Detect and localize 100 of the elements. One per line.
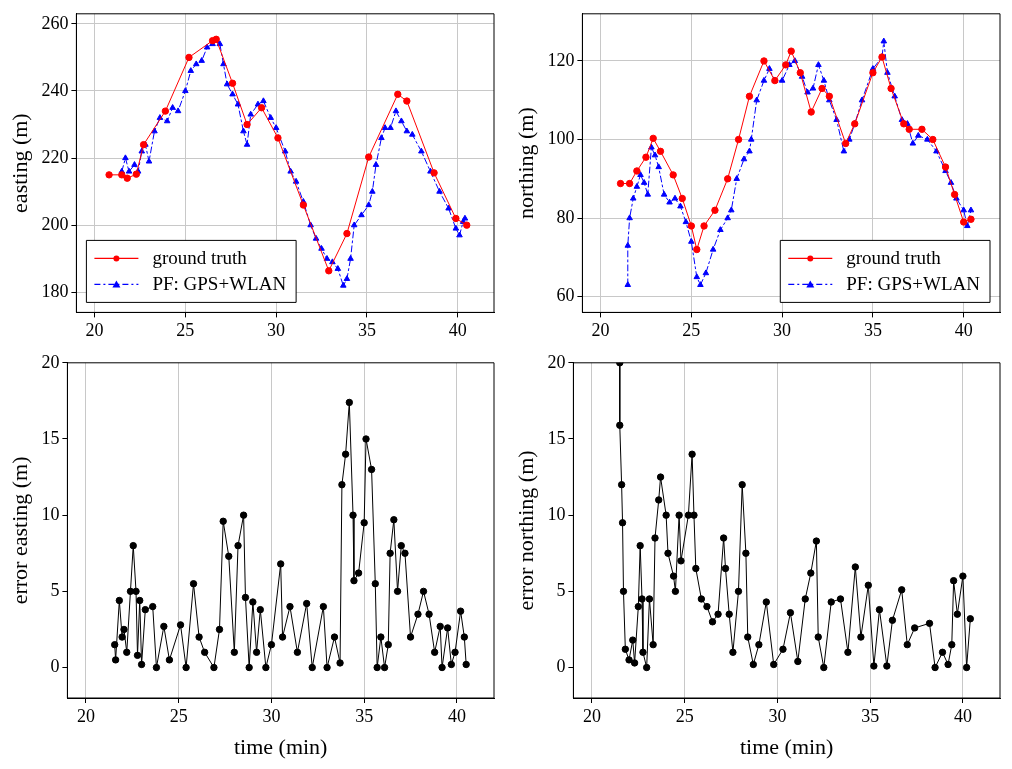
- x-tick-label: 30: [768, 705, 787, 726]
- point: [430, 169, 438, 177]
- point: [711, 206, 719, 214]
- x-tick-label: 40: [447, 705, 466, 726]
- y-tick-label: 5: [556, 580, 566, 601]
- x-tick-label: 40: [954, 319, 973, 340]
- x-tick-label: 20: [76, 705, 95, 726]
- point: [782, 61, 790, 69]
- point: [274, 134, 282, 142]
- y-tick-label: 0: [50, 656, 60, 677]
- x-tick-label: 25: [169, 705, 188, 726]
- point: [649, 134, 657, 143]
- point: [325, 267, 333, 275]
- point: [869, 69, 877, 77]
- point: [687, 222, 696, 230]
- point: [185, 53, 193, 62]
- y-tick-label: 15: [547, 427, 566, 448]
- point: [959, 218, 968, 226]
- x-tick-label: 40: [953, 705, 972, 726]
- x-tick-label: 20: [591, 319, 610, 340]
- y-tick-label: 20: [547, 351, 566, 372]
- point: [161, 107, 170, 115]
- y-tick-label: 240: [41, 79, 69, 100]
- point: [669, 171, 677, 179]
- point: [394, 90, 402, 99]
- point: [734, 135, 743, 144]
- point: [463, 221, 471, 229]
- point: [950, 190, 959, 199]
- point: [807, 108, 815, 116]
- y-tick-label: 220: [41, 146, 69, 167]
- x-tick-label: 35: [357, 319, 376, 340]
- point: [616, 179, 625, 188]
- point: [825, 92, 834, 101]
- y-tick-label: 5: [50, 580, 60, 601]
- y-tick-label: 100: [547, 128, 575, 149]
- y-axis-title: error easting (m): [6, 456, 32, 605]
- x-tick-label: 40: [448, 319, 467, 340]
- point: [365, 153, 373, 161]
- point: [905, 125, 913, 134]
- y-axis-title: easting (m): [6, 113, 32, 213]
- point: [941, 163, 950, 171]
- x-tick-label: 25: [675, 705, 694, 726]
- x-tick-label: 35: [355, 705, 374, 726]
- y-tick-label: 180: [41, 281, 69, 301]
- point: [678, 194, 686, 203]
- point: [918, 125, 926, 134]
- point: [299, 201, 308, 209]
- y-tick-label: 80: [556, 206, 575, 227]
- y-tick-label: 10: [41, 503, 60, 524]
- x-tick-label: 20: [582, 705, 601, 726]
- point: [760, 57, 768, 65]
- point: [929, 135, 937, 144]
- y-tick-label: 10: [547, 503, 566, 524]
- point: [633, 167, 641, 175]
- x-tick-label: 35: [861, 705, 880, 726]
- point: [642, 153, 650, 161]
- point: [656, 147, 665, 156]
- point: [900, 120, 908, 128]
- y-tick-label: 0: [556, 656, 566, 677]
- y-tick-label: 200: [41, 213, 69, 234]
- point: [967, 215, 975, 223]
- point: [700, 222, 708, 230]
- x-tick-label: 20: [85, 319, 104, 340]
- y-tick-label: 15: [41, 427, 60, 448]
- point: [243, 120, 251, 129]
- y-axis-title: error northing (m): [512, 450, 538, 611]
- x-axis-title: time (min): [739, 733, 834, 759]
- point: [257, 104, 266, 112]
- point: [818, 84, 826, 93]
- y-tick-label: 260: [41, 12, 69, 33]
- x-tick-label: 25: [682, 319, 701, 340]
- point: [105, 171, 113, 179]
- point: [625, 179, 634, 188]
- point: [841, 139, 850, 148]
- y-tick-label: 20: [41, 351, 60, 372]
- point: [132, 170, 141, 178]
- point: [723, 175, 732, 183]
- legend-label: PF: GPS+WLAN: [152, 273, 287, 295]
- point: [745, 92, 754, 101]
- x-tick-label: 25: [176, 319, 195, 340]
- point: [228, 79, 237, 87]
- legend-label: ground truth: [846, 247, 942, 269]
- x-tick-label: 30: [267, 319, 286, 340]
- point: [403, 97, 411, 105]
- y-tick-label: 120: [547, 49, 575, 70]
- point: [787, 47, 795, 55]
- point: [118, 171, 126, 179]
- point: [452, 214, 460, 223]
- point: [343, 229, 351, 238]
- x-tick-label: 35: [863, 319, 882, 340]
- x-axis-title: time (min): [233, 733, 328, 759]
- point: [123, 174, 131, 182]
- x-tick-label: 30: [773, 319, 792, 340]
- point: [887, 84, 895, 93]
- point: [693, 245, 701, 254]
- y-axis-title: northing (m): [512, 107, 538, 220]
- x-tick-label: 30: [262, 705, 281, 726]
- y-tick-label: 60: [556, 285, 575, 306]
- legend-label: ground truth: [152, 247, 248, 269]
- legend-label: PF: GPS+WLAN: [846, 273, 981, 295]
